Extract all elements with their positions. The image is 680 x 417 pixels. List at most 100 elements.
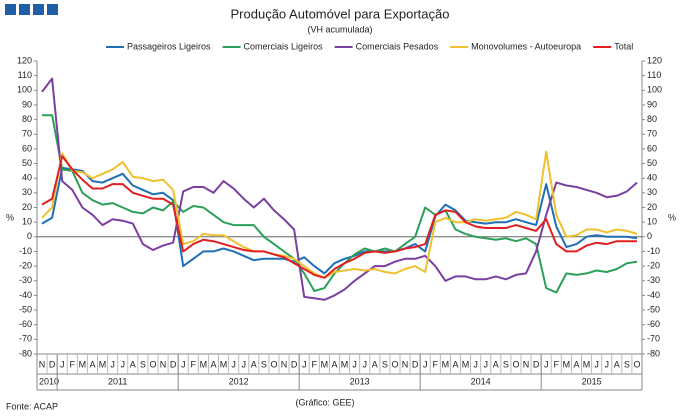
- x-tick-label: A: [614, 359, 620, 369]
- chart-title: Produção Automóvel para Exportação: [231, 6, 450, 21]
- y-tick-label: 20: [22, 202, 32, 212]
- y2-tick-label: 100: [647, 85, 662, 95]
- x-tick-label: J: [110, 359, 115, 369]
- x-tick-label: J: [120, 359, 125, 369]
- x-tick-label: F: [191, 359, 197, 369]
- x-tick-label: J: [231, 359, 236, 369]
- x-tick-label: N: [39, 359, 46, 369]
- x-tick-label: M: [220, 359, 228, 369]
- x-tick-label: A: [452, 359, 458, 369]
- y-tick-label: 110: [18, 70, 32, 80]
- y-tick-label: 100: [17, 85, 32, 95]
- x-tick-label: M: [341, 359, 349, 369]
- x-tick-label: A: [130, 359, 136, 369]
- year-label: 2011: [108, 376, 127, 386]
- x-tick-label: J: [181, 359, 186, 369]
- y2-tick-label: 10: [647, 217, 657, 227]
- x-tick-label: N: [523, 359, 530, 369]
- y2-tick-label: -60: [647, 319, 660, 329]
- x-tick-label: O: [633, 359, 640, 369]
- y2-tick-label: -30: [647, 275, 660, 285]
- chart-subtitle: (VH acumulada): [307, 24, 372, 34]
- x-tick-label: M: [442, 359, 450, 369]
- logo-square: [47, 4, 58, 15]
- x-tick-label: A: [331, 359, 337, 369]
- series-line: [41, 77, 638, 301]
- credit: (Gráfico: GEE): [295, 397, 354, 407]
- y2-tick-label: -70: [647, 334, 660, 344]
- y2-tick-label: 0: [647, 231, 652, 241]
- x-tick-label: A: [210, 359, 216, 369]
- y-tick-label: -80: [19, 348, 32, 358]
- series-line: [42, 114, 638, 294]
- y2-tick-label: 50: [647, 158, 657, 168]
- y2-tick-label: -20: [647, 260, 660, 270]
- y2-tick-label: 90: [647, 99, 657, 109]
- legend-label: Total: [614, 41, 633, 51]
- y-tick-label: -70: [19, 334, 32, 344]
- x-tick-label: F: [433, 359, 439, 369]
- logo-square: [5, 4, 16, 15]
- x-tick-label: F: [554, 359, 560, 369]
- x-tick-label: D: [412, 359, 419, 369]
- x-tick-label: M: [462, 359, 470, 369]
- x-tick-label: J: [544, 359, 549, 369]
- y-tick-label: 10: [22, 217, 32, 227]
- x-tick-label: J: [473, 359, 478, 369]
- x-tick-label: M: [79, 359, 87, 369]
- y2-tick-label: -10: [647, 246, 660, 256]
- x-tick-label: F: [70, 359, 76, 369]
- series-line: [41, 155, 637, 279]
- year-label: 2014: [471, 376, 491, 386]
- y-tick-label: -60: [19, 319, 32, 329]
- y2-tick-label: 110: [647, 70, 661, 80]
- y-tick-label: 90: [22, 99, 32, 109]
- x-tick-label: F: [312, 359, 318, 369]
- x-tick-label: J: [241, 359, 246, 369]
- x-tick-label: A: [372, 359, 378, 369]
- x-tick-label: O: [512, 359, 519, 369]
- y2-tick-label: 30: [647, 187, 657, 197]
- x-tick-label: J: [302, 359, 307, 369]
- y-tick-label: -40: [19, 290, 32, 300]
- x-tick-label: M: [321, 359, 329, 369]
- x-tick-label: A: [89, 359, 95, 369]
- y-tick-label: 60: [22, 143, 32, 153]
- x-tick-label: J: [423, 359, 428, 369]
- y-tick-label: -20: [19, 260, 32, 270]
- y2-tick-label: 60: [647, 143, 657, 153]
- y2-tick-label: 70: [647, 129, 657, 139]
- x-tick-label: M: [583, 359, 591, 369]
- y-axis-label: %: [6, 212, 14, 222]
- x-tick-label: A: [251, 359, 257, 369]
- x-tick-label: S: [624, 359, 630, 369]
- series-line: [41, 150, 638, 279]
- x-tick-label: S: [503, 359, 509, 369]
- y-tick-label: 120: [17, 55, 32, 65]
- logo-square: [33, 4, 44, 15]
- x-tick-label: O: [270, 359, 277, 369]
- x-tick-label: D: [291, 359, 298, 369]
- logo-square: [19, 4, 30, 15]
- x-tick-label: A: [493, 359, 499, 369]
- y2-tick-label: -80: [647, 348, 660, 358]
- x-tick-label: S: [140, 359, 146, 369]
- y-tick-label: 0: [27, 231, 32, 241]
- year-label: 2010: [39, 376, 59, 386]
- x-tick-label: D: [49, 359, 56, 369]
- x-tick-label: J: [483, 359, 488, 369]
- y2-tick-label: -50: [647, 304, 660, 314]
- series-line: [41, 166, 638, 275]
- y2-tick-label: 40: [647, 173, 657, 183]
- year-label: 2013: [350, 376, 370, 386]
- y-tick-label: 70: [22, 129, 32, 139]
- x-tick-label: D: [170, 359, 177, 369]
- x-tick-label: J: [352, 359, 357, 369]
- x-tick-label: N: [402, 359, 409, 369]
- x-tick-label: N: [281, 359, 288, 369]
- y2-tick-label: 80: [647, 114, 657, 124]
- x-tick-label: J: [604, 359, 609, 369]
- y2-tick-label: 120: [647, 55, 662, 65]
- x-tick-label: J: [60, 359, 65, 369]
